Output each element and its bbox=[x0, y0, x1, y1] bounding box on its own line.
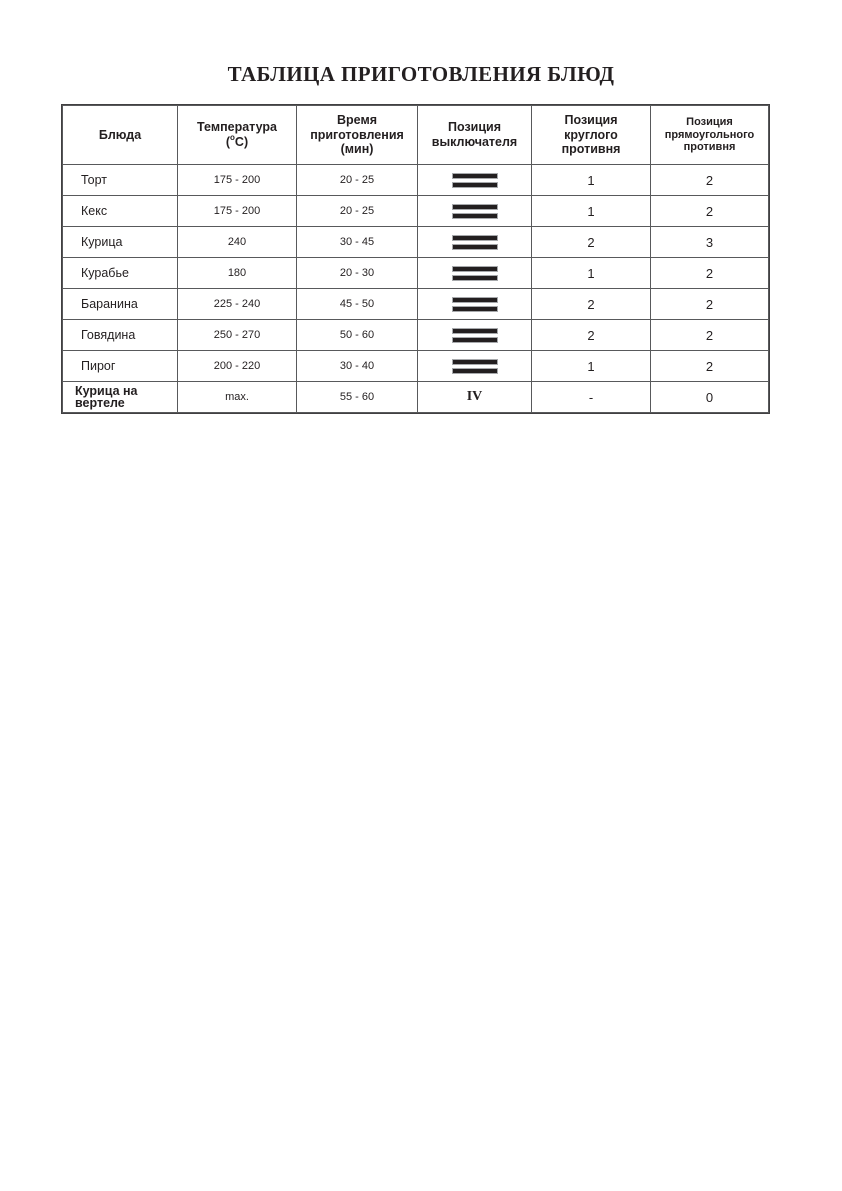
header-switch-line2: выключателя bbox=[431, 135, 518, 149]
cell-time: 55 - 60 bbox=[296, 381, 418, 413]
column-header-round-tray-position: Позиция круглого противня bbox=[531, 105, 651, 165]
cell-switch-position bbox=[417, 288, 532, 320]
column-header-switch-position: Позиция выключателя bbox=[417, 105, 532, 165]
cell-dish: Курица bbox=[62, 226, 178, 258]
table-row: Курабье 180 20 - 30 1 2 bbox=[62, 257, 769, 289]
cell-round-tray: 1 bbox=[531, 164, 651, 196]
cell-dish-line2: вертеле bbox=[75, 396, 125, 410]
cell-switch-position: IV bbox=[417, 381, 532, 413]
header-round-line2: круглого bbox=[564, 127, 618, 142]
header-temperature-line1: Температура bbox=[197, 120, 277, 135]
cell-switch-position bbox=[417, 319, 532, 351]
table-header: Блюда Температура (оC) Время приготовлен… bbox=[62, 105, 769, 165]
table-row: Баранина 225 - 240 45 - 50 2 2 bbox=[62, 288, 769, 320]
header-rect-line1: Позиция bbox=[686, 115, 733, 128]
cell-rect-tray: 3 bbox=[650, 226, 769, 258]
header-round-line1: Позиция bbox=[564, 112, 618, 127]
heating-elements-icon bbox=[451, 327, 498, 343]
header-time-line3: (мин) bbox=[340, 142, 374, 157]
cell-dish: Баранина bbox=[62, 288, 178, 320]
heating-elements-icon bbox=[451, 296, 498, 312]
table-row: Курица на вертеле max. 55 - 60 IV - 0 bbox=[62, 381, 769, 413]
header-rect-line2: прямоугольного bbox=[664, 128, 755, 141]
header-round-line3: противня bbox=[561, 142, 621, 157]
cell-round-tray: 2 bbox=[531, 288, 651, 320]
cell-temperature: 240 bbox=[177, 226, 297, 258]
header-switch-line1: Позиция bbox=[447, 120, 501, 135]
cell-time: 20 - 25 bbox=[296, 195, 418, 227]
cell-dish: Говядина bbox=[62, 319, 178, 351]
cell-switch-position bbox=[417, 164, 532, 196]
heating-elements-icon bbox=[451, 172, 498, 188]
cell-time: 20 - 30 bbox=[296, 257, 418, 289]
column-header-time: Время приготовления (мин) bbox=[296, 105, 418, 165]
header-rect-line3: противня bbox=[683, 141, 736, 154]
cell-dish-line1: Курица на bbox=[75, 383, 138, 398]
cell-switch-position bbox=[417, 257, 532, 289]
degree-symbol: о bbox=[230, 133, 235, 142]
cell-round-tray: 1 bbox=[531, 257, 651, 289]
table-row: Говядина 250 - 270 50 - 60 2 2 bbox=[62, 319, 769, 351]
cell-dish: Кекс bbox=[62, 195, 178, 227]
header-row: Блюда Температура (оC) Время приготовлен… bbox=[62, 105, 769, 165]
heating-elements-icon bbox=[451, 265, 498, 281]
cell-time: 30 - 40 bbox=[296, 350, 418, 382]
cell-switch-position bbox=[417, 195, 532, 227]
cell-round-tray: 2 bbox=[531, 226, 651, 258]
cell-temperature: 175 - 200 bbox=[177, 195, 297, 227]
table-row: Курица 240 30 - 45 2 3 bbox=[62, 226, 769, 258]
cell-rect-tray: 2 bbox=[650, 195, 769, 227]
cell-dish: Торт bbox=[62, 164, 178, 196]
cell-rect-tray: 2 bbox=[650, 350, 769, 382]
cell-temperature: max. bbox=[177, 381, 297, 413]
cell-temperature: 180 bbox=[177, 257, 297, 289]
table-body: Торт 175 - 200 20 - 25 1 2 Кекс 175 - 20… bbox=[62, 164, 769, 413]
cell-switch-position bbox=[417, 226, 532, 258]
cell-time: 20 - 25 bbox=[296, 164, 418, 196]
column-header-temperature: Температура (оC) bbox=[177, 105, 297, 165]
header-time-line1: Время bbox=[337, 112, 377, 127]
cooking-table: Блюда Температура (оC) Время приготовлен… bbox=[61, 104, 770, 414]
cell-rect-tray: 2 bbox=[650, 257, 769, 289]
header-temperature-unit: C) bbox=[234, 135, 249, 149]
cell-rect-tray: 2 bbox=[650, 319, 769, 351]
cell-round-tray: 1 bbox=[531, 350, 651, 382]
cell-rect-tray: 0 bbox=[650, 381, 769, 413]
cell-time: 50 - 60 bbox=[296, 319, 418, 351]
header-time-line2: приготовления bbox=[310, 127, 404, 142]
heating-elements-icon bbox=[451, 203, 498, 219]
heating-elements-icon bbox=[451, 358, 498, 374]
cell-switch-position bbox=[417, 350, 532, 382]
cell-dish: Курабье bbox=[62, 257, 178, 289]
page-title: ТАБЛИЦА ПРИГОТОВЛЕНИЯ БЛЮД bbox=[227, 62, 615, 86]
cell-time: 30 - 45 bbox=[296, 226, 418, 258]
cell-temperature: 225 - 240 bbox=[177, 288, 297, 320]
cell-rect-tray: 2 bbox=[650, 288, 769, 320]
cell-dish: Курица на вертеле bbox=[62, 381, 178, 413]
cell-round-tray: 2 bbox=[531, 319, 651, 351]
table-row: Кекс 175 - 200 20 - 25 1 2 bbox=[62, 195, 769, 227]
cell-round-tray: 1 bbox=[531, 195, 651, 227]
table-row: Пирог 200 - 220 30 - 40 1 2 bbox=[62, 350, 769, 382]
cell-round-tray: - bbox=[531, 381, 651, 413]
cell-temperature: 200 - 220 bbox=[177, 350, 297, 382]
cell-rect-tray: 2 bbox=[650, 164, 769, 196]
cell-time: 45 - 50 bbox=[296, 288, 418, 320]
heating-elements-icon bbox=[451, 234, 498, 250]
table-row: Торт 175 - 200 20 - 25 1 2 bbox=[62, 164, 769, 196]
column-header-rect-tray-position: Позиция прямоугольного противня bbox=[650, 105, 769, 165]
cell-temperature: 175 - 200 bbox=[177, 164, 297, 196]
column-header-dish: Блюда bbox=[62, 105, 178, 165]
cell-temperature: 250 - 270 bbox=[177, 319, 297, 351]
header-temperature-paren-open: ( bbox=[225, 135, 231, 149]
cell-dish: Пирог bbox=[62, 350, 178, 382]
